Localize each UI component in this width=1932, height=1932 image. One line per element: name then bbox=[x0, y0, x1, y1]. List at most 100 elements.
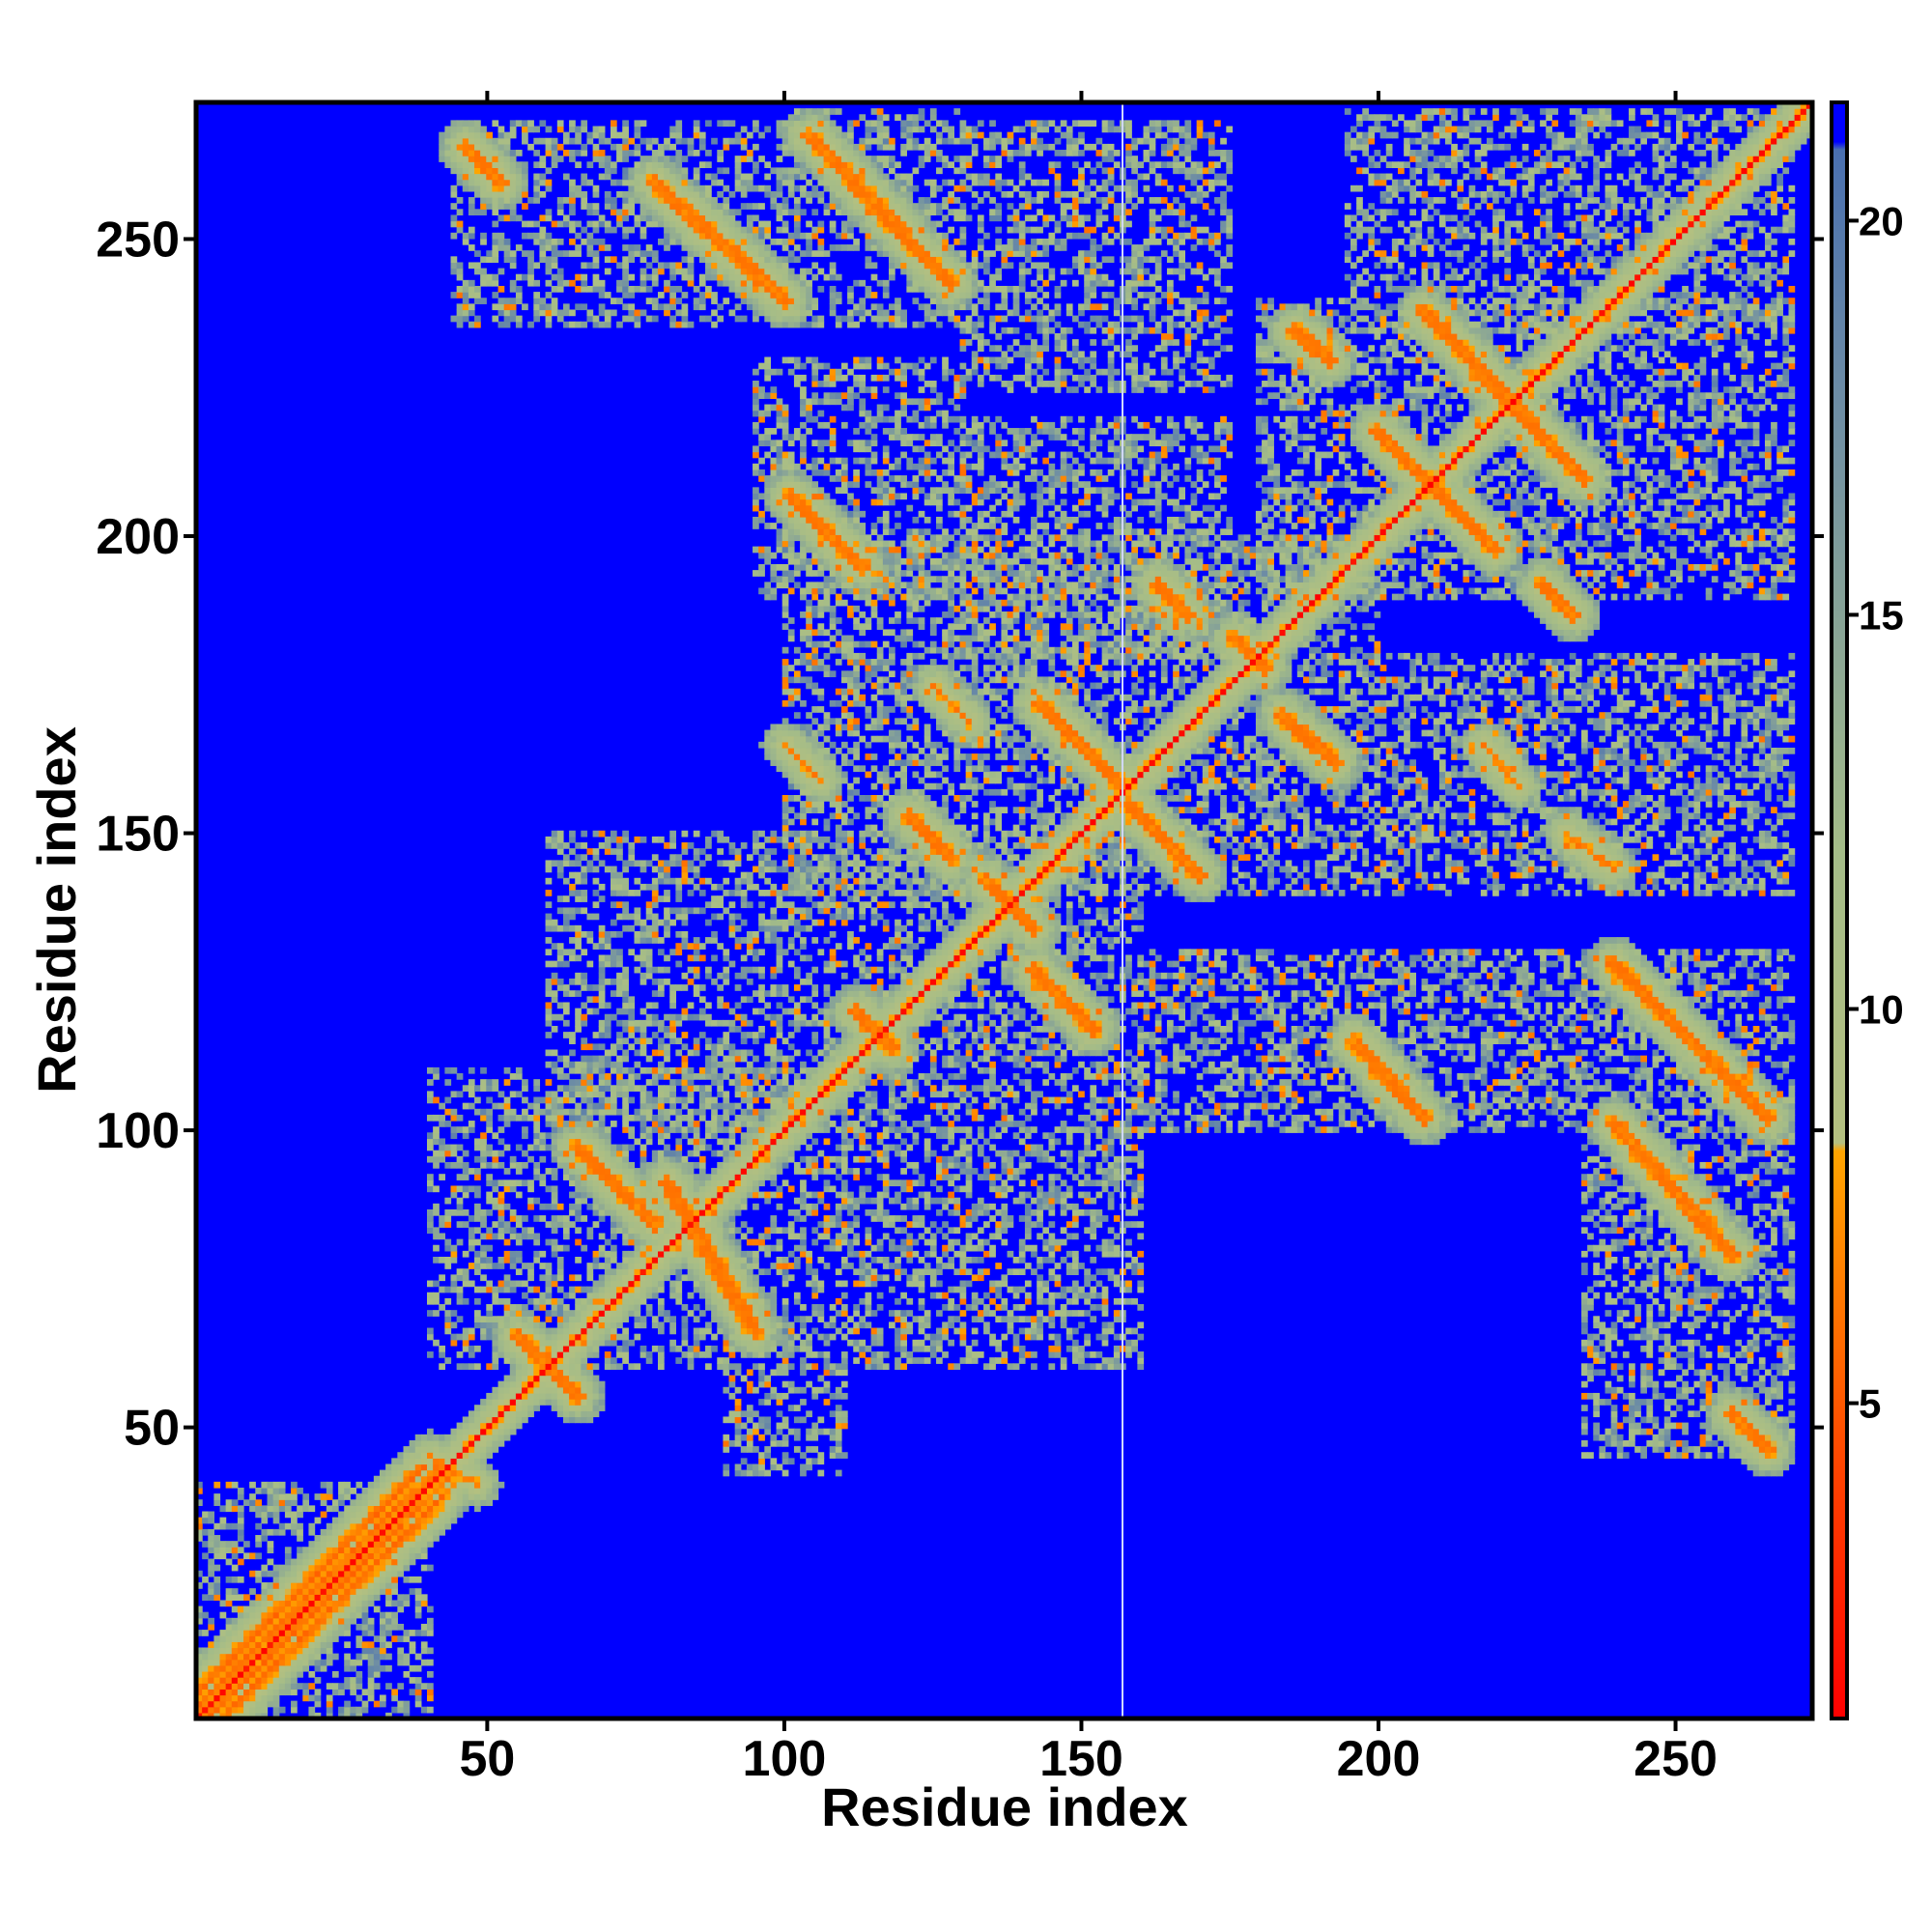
heatmap-cell bbox=[569, 1357, 576, 1364]
heatmap-cell bbox=[1593, 1280, 1600, 1288]
heatmap-cell bbox=[723, 1369, 730, 1377]
heatmap-cell bbox=[658, 1357, 665, 1364]
heatmap-cell bbox=[1107, 1203, 1115, 1210]
heatmap-cell bbox=[900, 1310, 907, 1317]
heatmap-cell bbox=[433, 1535, 440, 1542]
heatmap-cell bbox=[291, 1600, 298, 1607]
heatmap-cell bbox=[900, 1339, 907, 1347]
heatmap-cell bbox=[1658, 1345, 1665, 1352]
heatmap-cell bbox=[1705, 1208, 1713, 1216]
heatmap-cell bbox=[350, 1541, 357, 1548]
heatmap-cell bbox=[1587, 1174, 1594, 1180]
heatmap-cell bbox=[367, 1493, 375, 1500]
heatmap-cell bbox=[734, 1185, 742, 1193]
heatmap-cell bbox=[1610, 1257, 1618, 1264]
heatmap-cell bbox=[243, 1630, 250, 1636]
heatmap-cell bbox=[397, 1511, 405, 1519]
heatmap-cell bbox=[840, 1310, 848, 1317]
heatmap-cell bbox=[208, 1664, 214, 1672]
heatmap-cell bbox=[989, 1203, 996, 1210]
heatmap-cell bbox=[278, 1630, 286, 1636]
heatmap-cell bbox=[628, 1268, 636, 1275]
heatmap-cell bbox=[373, 1528, 381, 1536]
heatmap-cell bbox=[556, 1286, 564, 1293]
heatmap-cell bbox=[651, 1179, 659, 1187]
heatmap-cell bbox=[1723, 1434, 1730, 1441]
heatmap-cell bbox=[1758, 1250, 1766, 1258]
heatmap-cell bbox=[480, 1458, 487, 1465]
heatmap-cell bbox=[645, 1292, 653, 1299]
heatmap-cell bbox=[1663, 1221, 1671, 1228]
heatmap-cell bbox=[196, 1517, 203, 1524]
heatmap-cell bbox=[1758, 1179, 1766, 1187]
heatmap-cell bbox=[1616, 1292, 1624, 1299]
heatmap-cell bbox=[355, 1552, 363, 1560]
heatmap-cell bbox=[1717, 1446, 1724, 1453]
heatmap-cell bbox=[698, 1263, 706, 1269]
heatmap-cell bbox=[509, 1405, 517, 1411]
heatmap-cell bbox=[439, 1363, 445, 1371]
heatmap-cell bbox=[497, 1286, 505, 1293]
heatmap-cell bbox=[527, 1392, 534, 1400]
heatmap-cell bbox=[1723, 1274, 1730, 1282]
heatmap-cell bbox=[971, 1327, 979, 1335]
heatmap-cell bbox=[539, 1203, 547, 1210]
heatmap-cell bbox=[320, 1594, 327, 1602]
heatmap-cell bbox=[308, 1588, 316, 1595]
heatmap-cell bbox=[1711, 1292, 1719, 1299]
heatmap-cell bbox=[586, 1263, 594, 1269]
heatmap-cell bbox=[1688, 1345, 1695, 1352]
heatmap-cell bbox=[1717, 1244, 1724, 1252]
heatmap-cell bbox=[509, 1310, 517, 1317]
heatmap-cell bbox=[740, 1333, 748, 1341]
heatmap-cell bbox=[456, 1439, 464, 1447]
heatmap-cell bbox=[272, 1511, 280, 1519]
heatmap-cell bbox=[687, 1191, 695, 1199]
heatmap-cell bbox=[539, 1263, 547, 1269]
heatmap-cell bbox=[753, 1297, 759, 1305]
heatmap-cell bbox=[728, 1351, 736, 1358]
heatmap-cell bbox=[1735, 1280, 1743, 1288]
heatmap-cell bbox=[912, 1280, 920, 1288]
heatmap-cell bbox=[291, 1664, 298, 1672]
heatmap-cell bbox=[556, 1369, 564, 1377]
heatmap-cell bbox=[711, 1297, 718, 1305]
heatmap-cell bbox=[355, 1611, 363, 1619]
heatmap-cell bbox=[889, 1244, 895, 1252]
heatmap-cell bbox=[753, 1428, 759, 1435]
heatmap-cell bbox=[433, 1446, 440, 1453]
heatmap-cell bbox=[202, 1694, 209, 1702]
heatmap-cell bbox=[634, 1268, 641, 1275]
heatmap-cell bbox=[829, 1434, 837, 1441]
heatmap-cell bbox=[361, 1570, 369, 1577]
heatmap-cell bbox=[225, 1659, 233, 1666]
heatmap-cell bbox=[723, 1274, 730, 1282]
heatmap-cell bbox=[669, 1238, 676, 1246]
heatmap-cell bbox=[1581, 1452, 1588, 1459]
heatmap-cell bbox=[1705, 1191, 1713, 1199]
heatmap-cell bbox=[1705, 1268, 1713, 1275]
heatmap-cell bbox=[1669, 1399, 1677, 1406]
heatmap-cell bbox=[1764, 1280, 1772, 1288]
heatmap-cell bbox=[764, 1310, 772, 1317]
heatmap-cell bbox=[675, 1191, 683, 1199]
heatmap-cell bbox=[314, 1570, 322, 1577]
heatmap-cell bbox=[711, 1280, 718, 1288]
heatmap-cell bbox=[569, 1351, 576, 1358]
heatmap-cell bbox=[1042, 1316, 1050, 1323]
heatmap-cell bbox=[1723, 1392, 1730, 1400]
heatmap-cell bbox=[314, 1617, 322, 1625]
heatmap-cell bbox=[936, 1333, 943, 1341]
heatmap-cell bbox=[622, 1185, 629, 1193]
heatmap-cell bbox=[551, 1227, 558, 1235]
heatmap-cell bbox=[1587, 1297, 1594, 1305]
heatmap-cell bbox=[1764, 1428, 1772, 1435]
heatmap-cell bbox=[474, 1168, 481, 1175]
heatmap-cell bbox=[664, 1250, 670, 1258]
heatmap-cell bbox=[1788, 1399, 1796, 1406]
heatmap-cell bbox=[208, 1689, 214, 1696]
heatmap-cell bbox=[213, 1564, 221, 1572]
heatmap-cell bbox=[1007, 1221, 1014, 1228]
heatmap-cell bbox=[681, 1263, 689, 1269]
heatmap-cell bbox=[474, 1203, 481, 1210]
